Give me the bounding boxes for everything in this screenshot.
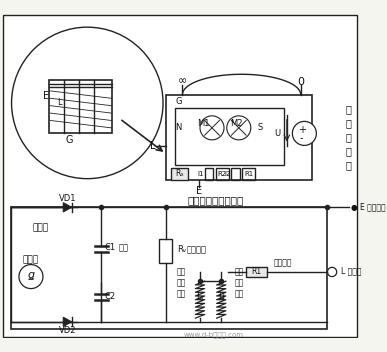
Text: C1: C1	[105, 244, 116, 252]
Bar	[159, 239, 172, 263]
Bar	[216, 168, 229, 180]
Bar	[243, 168, 255, 180]
Circle shape	[327, 267, 337, 277]
Text: Rₓ: Rₓ	[175, 169, 184, 178]
Text: +: +	[298, 125, 306, 135]
Text: I2: I2	[224, 171, 231, 177]
Text: 0: 0	[297, 77, 304, 87]
Text: R1: R1	[244, 171, 253, 177]
Text: L: L	[57, 99, 62, 107]
Bar	[166, 95, 312, 180]
Polygon shape	[63, 203, 72, 212]
Text: Li: Li	[218, 293, 225, 301]
Bar	[246, 267, 267, 277]
Text: 表头
电压
线圈: 表头 电压 线圈	[235, 268, 244, 298]
Bar	[50, 80, 112, 133]
Text: M1: M1	[197, 119, 210, 128]
Circle shape	[292, 121, 317, 145]
Bar	[231, 168, 240, 180]
Polygon shape	[63, 317, 72, 326]
Text: C2: C2	[105, 293, 116, 301]
Text: U: U	[274, 129, 281, 138]
Text: ~: ~	[27, 275, 34, 284]
Text: VD2: VD2	[59, 326, 77, 335]
Text: R2: R2	[217, 171, 227, 177]
Text: R1: R1	[251, 268, 261, 276]
Text: 发电机: 发电机	[23, 256, 39, 264]
Text: 表头
电压
线圈: 表头 电压 线圈	[177, 268, 186, 298]
Text: www.d-b保护环.com: www.d-b保护环.com	[184, 332, 244, 338]
Circle shape	[19, 265, 43, 289]
Text: 电容: 电容	[118, 244, 128, 252]
Text: G: G	[175, 98, 182, 107]
Circle shape	[227, 116, 251, 140]
Text: VD1: VD1	[59, 195, 77, 203]
Text: ∞: ∞	[178, 77, 187, 87]
Text: S: S	[257, 123, 263, 132]
Text: E: E	[43, 92, 49, 101]
Text: -: -	[300, 133, 303, 143]
Text: 兆欧表内部电路结构: 兆欧表内部电路结构	[188, 195, 244, 205]
Text: 限压电阻: 限压电阻	[186, 245, 206, 254]
Text: L: L	[150, 141, 156, 151]
Text: L 接线路: L 接线路	[341, 266, 362, 276]
Text: E: E	[196, 186, 202, 196]
Text: 限流电阻: 限流电阻	[274, 258, 293, 267]
Circle shape	[200, 116, 224, 140]
Text: I1: I1	[198, 171, 204, 177]
Bar	[10, 207, 327, 329]
Text: 二极管: 二极管	[32, 223, 48, 232]
Bar	[175, 107, 284, 165]
Bar	[205, 168, 213, 180]
Text: ● E 接地引线: ● E 接地引线	[351, 203, 385, 212]
Circle shape	[12, 27, 163, 179]
Text: Lᵥ: Lᵥ	[196, 293, 204, 301]
Text: 直
流
发
电
机: 直 流 发 电 机	[346, 104, 352, 170]
Text: N: N	[175, 123, 181, 132]
Text: g: g	[27, 270, 34, 280]
Bar	[171, 168, 188, 180]
Text: Rᵥ: Rᵥ	[177, 245, 186, 254]
Text: M2: M2	[230, 119, 242, 128]
Text: G: G	[66, 135, 74, 145]
